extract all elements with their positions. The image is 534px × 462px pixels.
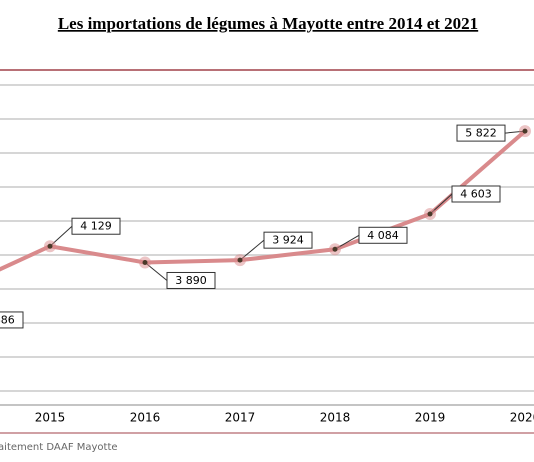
- data-label: 4 603: [460, 187, 492, 200]
- point: [522, 128, 528, 134]
- label-box: [0, 311, 24, 329]
- label-box: [451, 185, 501, 203]
- data-label: 4 129: [80, 220, 112, 233]
- x-tick-label: 2018: [320, 411, 351, 425]
- x-tick-label: 2020: [510, 411, 534, 425]
- point: [237, 257, 243, 263]
- data-label: 5 822: [465, 127, 497, 140]
- label-box: [166, 271, 216, 289]
- x-tick-label: 2019: [415, 411, 446, 425]
- x-tick-label: 2016: [130, 411, 161, 425]
- point: [332, 246, 338, 252]
- point: [47, 243, 53, 249]
- data-label: 3 486: [0, 313, 15, 326]
- label-box: [71, 217, 121, 235]
- series-line: [0, 129, 527, 272]
- data-label: 3 890: [175, 274, 207, 287]
- x-tick-label: 2015: [35, 411, 66, 425]
- source: traitement DAAF Mayotte: [0, 442, 118, 453]
- label-box: [456, 124, 506, 142]
- x-tick-label: 2017: [225, 411, 256, 425]
- label-box: [263, 231, 313, 249]
- chart-title: Les importations de légumes à Mayotte en…: [58, 14, 478, 33]
- point: [142, 259, 148, 265]
- point: [427, 211, 433, 217]
- x-axis-band: [0, 405, 534, 433]
- data-label: 3 924: [272, 234, 304, 247]
- data-label: 4 084: [367, 229, 399, 242]
- label-box: [358, 226, 408, 244]
